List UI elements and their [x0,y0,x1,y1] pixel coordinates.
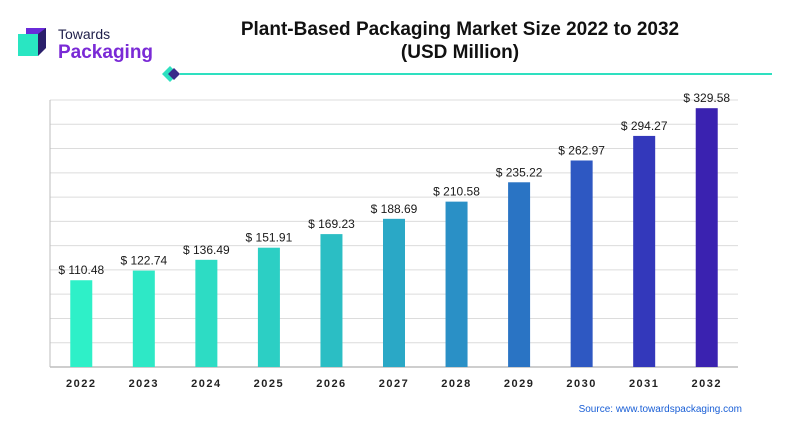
bar-2026 [320,234,343,367]
value-label-2025: $ 151.91 [246,231,293,245]
bar-2028 [445,201,468,367]
x-tick-2026: 2026 [316,378,346,390]
x-tick-2022: 2022 [66,378,96,390]
bar-chart: $ 110.48 $ 122.74 $ 136.49 $ 151.91 $ 169.23… [49,91,738,390]
chart-bars [70,108,718,367]
brand-name-line1: Towards [58,26,111,42]
bar-2027 [383,218,405,367]
bar-2022 [70,280,93,367]
chart-title: Plant-Based Packaging Market Size 2022 t… [200,18,720,64]
value-label-2032: $ 329.58 [683,91,730,105]
chart-title-line1: Plant-Based Packaging Market Size 2022 t… [240,19,680,40]
bar-2024 [195,259,218,367]
x-tick-2025: 2025 [254,378,284,390]
brand-mark-icon [18,28,46,56]
value-label-2029: $ 235.22 [496,165,543,179]
x-tick-2023: 2023 [129,378,159,390]
chart-value-labels: $ 110.48 $ 122.74 $ 136.49 $ 151.91 $ 169.23… [58,91,730,277]
value-label-2031: $ 294.27 [621,119,668,133]
value-label-2027: $ 188.69 [371,202,418,216]
x-tick-2028: 2028 [441,378,471,390]
bar-2032 [695,108,718,367]
value-label-2022: $ 110.48 [58,263,104,277]
value-label-2028: $ 210.58 [433,185,480,199]
chart-title-line2: (USD Million) [400,42,520,63]
brand-logo: Towards Packaging [14,20,184,66]
value-label-2030: $ 262.97 [558,143,605,157]
value-label-2026: $ 169.23 [308,217,355,231]
value-label-2023: $ 122.74 [120,254,167,268]
source-note: Source: www.towardspackaging.com [578,404,742,415]
chart-x-tick-labels: 2022 2023 2024 2025 2026 2027 2028 2029 2030 2031… [66,378,721,390]
bar-2030 [570,160,593,367]
brand-name-line2: Packaging [58,42,154,63]
bar-2029 [508,182,531,367]
x-tick-2032: 2032 [691,378,721,390]
divider-diamond-inner [168,68,180,80]
bar-2031 [633,135,656,367]
x-tick-2030: 2030 [566,378,596,390]
x-tick-2029: 2029 [504,378,534,390]
x-tick-2027: 2027 [379,378,409,390]
bar-2023 [132,270,155,367]
value-label-2024: $ 136.49 [183,243,230,257]
x-tick-2024: 2024 [191,378,221,390]
title-divider [162,66,772,82]
bar-2025 [257,247,280,367]
x-tick-2031: 2031 [629,378,659,390]
